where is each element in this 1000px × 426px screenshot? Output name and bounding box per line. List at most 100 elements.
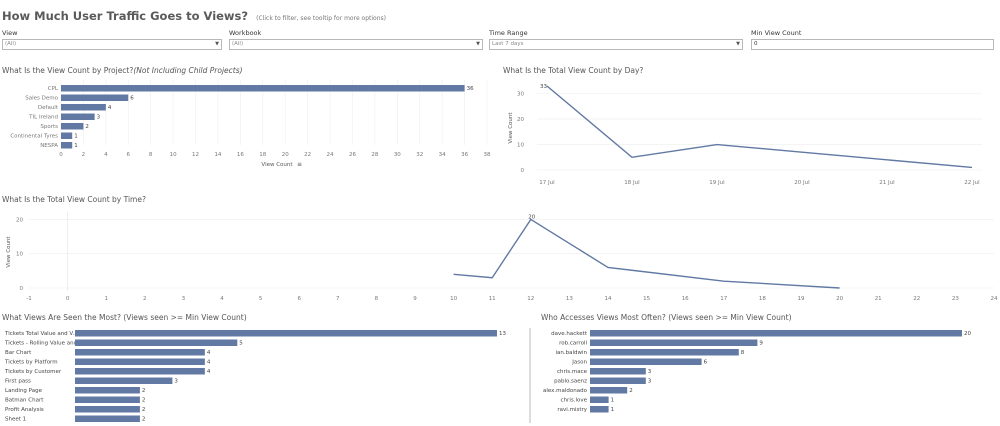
time-range-filter-label: Time Range: [489, 29, 528, 37]
bar-value-label: 20: [964, 331, 971, 337]
bar[interactable]: [75, 330, 497, 337]
bar[interactable]: [75, 349, 205, 356]
category-label: CPL: [48, 86, 59, 92]
bar[interactable]: [75, 415, 140, 423]
x-tick-label: 4: [220, 296, 224, 302]
users-chart-title: Who Accesses Views Most Often? (Views se…: [541, 313, 792, 322]
x-tick-label: 3: [182, 296, 186, 302]
bar[interactable]: [75, 406, 140, 413]
category-label: Landing Page: [5, 388, 43, 394]
project-chart-title: What Is the View Count by Project?(Not I…: [2, 66, 243, 75]
bar[interactable]: [590, 406, 609, 413]
bar[interactable]: [61, 142, 73, 149]
x-tick-label: 20 Jul: [794, 180, 810, 186]
min-view-count-input[interactable]: 0: [751, 39, 994, 50]
bar-value-label: 3: [174, 379, 178, 385]
time-range-dropdown[interactable]: Last 7 days ▼: [489, 39, 743, 50]
bar[interactable]: [61, 94, 129, 102]
y-tick-label: 0: [20, 286, 24, 292]
bar-value-label: 3: [648, 369, 652, 375]
bar-value-label: 4: [108, 105, 112, 111]
min-view-count-label: Min View Count: [751, 29, 802, 37]
category-label: Tickets Total Value and V...: [4, 331, 78, 337]
bar[interactable]: [590, 339, 758, 347]
category-label: Batman Chart: [5, 398, 44, 404]
bar-value-label: 2: [142, 417, 146, 423]
bar-value-label: 1: [611, 407, 615, 413]
bar[interactable]: [590, 396, 609, 404]
category-label: dave.hackett: [551, 331, 588, 337]
category-label: Sheet 1: [5, 417, 26, 423]
x-tick-label: 14: [605, 296, 612, 302]
category-label: TIL Ireland: [28, 115, 58, 121]
x-tick-label: 21 Jul: [879, 180, 895, 186]
bar[interactable]: [75, 396, 140, 404]
category-label: Sales Demo: [25, 96, 58, 102]
x-tick-label: 0: [66, 296, 70, 302]
view-dropdown-value: (All): [5, 41, 17, 47]
category-label: Tickets by Customer: [4, 369, 62, 375]
category-label: Jason: [571, 360, 587, 366]
y-tick-label: 20: [517, 117, 524, 123]
bar[interactable]: [61, 123, 84, 130]
min-view-count-value: 0: [754, 41, 758, 47]
bar[interactable]: [590, 387, 628, 394]
x-tick-label: 26: [349, 152, 356, 158]
workbook-dropdown[interactable]: (All) ▼: [229, 39, 483, 50]
x-tick-label: 10: [450, 296, 457, 302]
dashboard-header: How Much User Traffic Goes to Views? (Cl…: [2, 5, 386, 24]
bar-value-label: 2: [142, 407, 146, 413]
bar-value-label: 3: [97, 115, 101, 121]
bar-value-label: 3: [648, 379, 652, 385]
bar-value-label: 6: [704, 360, 708, 366]
sort-icon[interactable]: ≡: [297, 161, 302, 168]
x-tick-label: 15: [643, 296, 650, 302]
seen-chart-title: What Views Are Seen the Most? (Views see…: [2, 313, 247, 322]
point-label: 20: [528, 214, 535, 220]
x-tick-label: 7: [336, 296, 340, 302]
series-line[interactable]: [546, 85, 973, 169]
x-tick-label: 30: [394, 152, 401, 158]
view-filter-label: View: [2, 29, 18, 37]
bar[interactable]: [75, 339, 238, 347]
bar-value-label: 6: [130, 96, 134, 102]
bar[interactable]: [61, 132, 73, 140]
x-tick-label: 32: [416, 152, 423, 158]
bar[interactable]: [590, 349, 739, 356]
series-line[interactable]: [453, 218, 840, 289]
point-label: 33: [540, 84, 547, 90]
y-tick-label: 0: [521, 168, 525, 174]
bar[interactable]: [61, 104, 106, 111]
x-tick-label: 24: [991, 296, 998, 302]
bar[interactable]: [75, 387, 140, 394]
x-tick-label: 12: [527, 296, 534, 302]
x-tick-label: 17 Jul: [539, 180, 555, 186]
bar[interactable]: [61, 113, 95, 121]
page-title: How Much User Traffic Goes to Views?: [2, 9, 249, 23]
workbook-dropdown-value: (All): [232, 41, 244, 47]
x-tick-label: 34: [439, 152, 446, 158]
chevron-down-icon: ▼: [215, 41, 219, 47]
bar[interactable]: [75, 358, 205, 366]
bar[interactable]: [590, 377, 646, 385]
y-tick-label: 10: [16, 252, 23, 258]
bar[interactable]: [61, 85, 465, 92]
x-tick-label: 20: [836, 296, 843, 302]
bar[interactable]: [590, 330, 962, 337]
x-tick-label: 2: [82, 152, 86, 158]
x-tick-label: 8: [375, 296, 379, 302]
view-dropdown[interactable]: (All) ▼: [2, 39, 222, 50]
x-tick-label: 28: [371, 152, 378, 158]
x-tick-label: 22 Jul: [964, 180, 980, 186]
x-tick-label: 22: [913, 296, 920, 302]
x-tick-label: 19 Jul: [709, 180, 725, 186]
bar-value-label: 5: [239, 341, 243, 347]
category-label: Bar Chart: [5, 350, 32, 356]
bar-value-label: 13: [499, 331, 506, 337]
bar[interactable]: [590, 358, 702, 366]
bar[interactable]: [75, 377, 173, 385]
x-tick-label: 17: [720, 296, 727, 302]
bar[interactable]: [75, 368, 205, 375]
x-tick-label: 19: [798, 296, 805, 302]
bar[interactable]: [590, 368, 646, 375]
